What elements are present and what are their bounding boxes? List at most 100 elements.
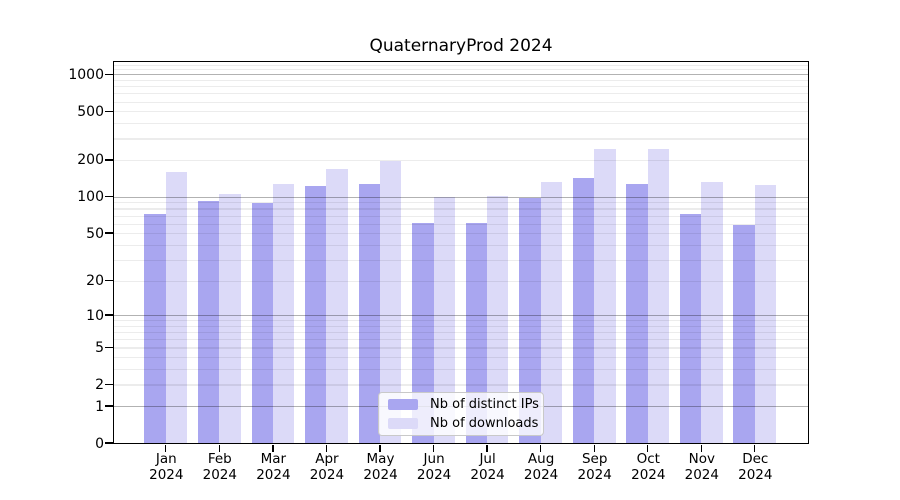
gridline-minor — [114, 259, 808, 261]
x-tick — [593, 444, 595, 452]
y-tick — [105, 73, 113, 75]
bar-sep-downloads — [594, 149, 616, 443]
gridline-minor — [114, 208, 808, 210]
x-tick — [754, 444, 756, 452]
bar-oct-downloads — [647, 149, 670, 443]
x-tick-label: Oct 2024 — [631, 451, 666, 483]
legend-label-downloads: Nb of downloads — [430, 416, 539, 431]
bars-layer — [114, 62, 808, 443]
x-tick — [272, 444, 274, 452]
y-tick-label: 1000 — [68, 66, 104, 83]
gridline-minor — [114, 347, 808, 349]
y-tick-label: 1 — [95, 398, 104, 415]
bar-mar-downloads — [272, 184, 295, 443]
gridline-minor — [114, 332, 808, 334]
x-tick — [325, 444, 328, 452]
gridline-minor — [114, 64, 808, 66]
x-tick-label: Jun 2024 — [416, 451, 452, 483]
y-tick — [105, 442, 113, 444]
y-tick-label: 5 — [95, 339, 104, 356]
gridline-minor — [114, 244, 808, 246]
x-tick-label: Jan 2024 — [149, 451, 184, 483]
gridline-minor — [114, 93, 808, 95]
legend-row: Nb of distinct IPs — [388, 396, 543, 413]
bar-feb-distinct-ips — [197, 200, 220, 443]
x-tick — [432, 444, 435, 452]
y-tick — [105, 383, 113, 386]
y-tick — [105, 110, 113, 112]
y-tick-label: 0 — [95, 435, 104, 452]
y-tick-label: 50 — [86, 225, 104, 242]
x-tick-label: Nov 2024 — [684, 451, 719, 483]
bar-dec-downloads — [754, 184, 777, 443]
y-tick — [105, 405, 113, 407]
bar-nov-downloads — [701, 182, 723, 443]
gridline-minor — [114, 384, 808, 386]
gridline-minor — [114, 79, 808, 82]
gridline-minor — [114, 202, 808, 204]
y-tick — [105, 279, 113, 282]
bar-jul-distinct-ips — [465, 222, 488, 443]
x-tick — [486, 444, 488, 452]
y-tick-label: 500 — [77, 103, 104, 120]
bar-apr-distinct-ips — [305, 185, 327, 443]
gridline-minor — [114, 123, 808, 125]
y-tick — [105, 196, 113, 198]
gridline-minor — [114, 86, 808, 88]
grid-layer — [114, 62, 808, 443]
x-tick — [539, 444, 542, 452]
y-tick-label: 2 — [95, 376, 104, 393]
x-tick — [218, 444, 220, 452]
gridline-minor — [114, 369, 808, 371]
bar-jul-downloads — [487, 196, 509, 443]
bar-dec-distinct-ips — [733, 224, 755, 443]
x-tick — [379, 444, 381, 452]
gridline-minor — [114, 233, 808, 235]
x-tick-label: Feb 2024 — [202, 451, 237, 483]
bar-apr-downloads — [326, 168, 348, 443]
y-tick — [105, 346, 113, 349]
x-tick-label: Mar 2024 — [256, 451, 291, 483]
gridline-major — [114, 315, 808, 317]
chart-title: QuaternaryProd 2024 — [369, 36, 553, 56]
plot-area — [105, 61, 809, 452]
x-tick-label: May 2024 — [363, 451, 398, 483]
legend-swatch-downloads — [388, 418, 418, 429]
bar-mar-distinct-ips — [251, 202, 273, 443]
y-tick — [105, 232, 113, 234]
bar-feb-downloads — [219, 194, 241, 443]
bar-jan-downloads — [165, 171, 188, 443]
bar-oct-distinct-ips — [626, 183, 648, 443]
x-tick-label: Dec 2024 — [738, 451, 773, 483]
x-tick — [647, 444, 649, 452]
legend: Nb of distinct IPs Nb of downloads — [378, 392, 544, 436]
x-tick — [165, 444, 167, 452]
gridline-major — [114, 74, 808, 76]
bar-aug-distinct-ips — [519, 197, 541, 443]
bar-jan-distinct-ips — [144, 214, 166, 443]
legend-swatch-distinct-ips — [388, 399, 418, 410]
y-tick — [105, 314, 113, 316]
gridline-minor — [114, 159, 808, 162]
x-tick-label: Apr 2024 — [309, 451, 345, 483]
gridline-minor — [114, 215, 808, 217]
gridline-minor — [114, 325, 808, 327]
y-tick-label: 10 — [86, 307, 104, 324]
bar-aug-downloads — [540, 182, 563, 443]
bar-sep-distinct-ips — [572, 178, 595, 443]
bar-may-distinct-ips — [358, 183, 380, 443]
gridline-minor — [114, 339, 808, 341]
y-tick-label: 20 — [86, 273, 104, 289]
bar-nov-distinct-ips — [679, 214, 702, 443]
bar-may-downloads — [380, 161, 402, 443]
gridline-minor — [114, 111, 808, 113]
gridline-major — [114, 196, 808, 198]
bar-jun-distinct-ips — [412, 222, 434, 443]
y-tick-label: 100 — [77, 189, 104, 206]
x-tick-label: Aug 2024 — [523, 451, 559, 483]
y-tick — [105, 159, 113, 161]
bar-jun-downloads — [433, 197, 455, 443]
gridline-minor — [114, 357, 808, 359]
gridline-minor — [114, 320, 808, 322]
